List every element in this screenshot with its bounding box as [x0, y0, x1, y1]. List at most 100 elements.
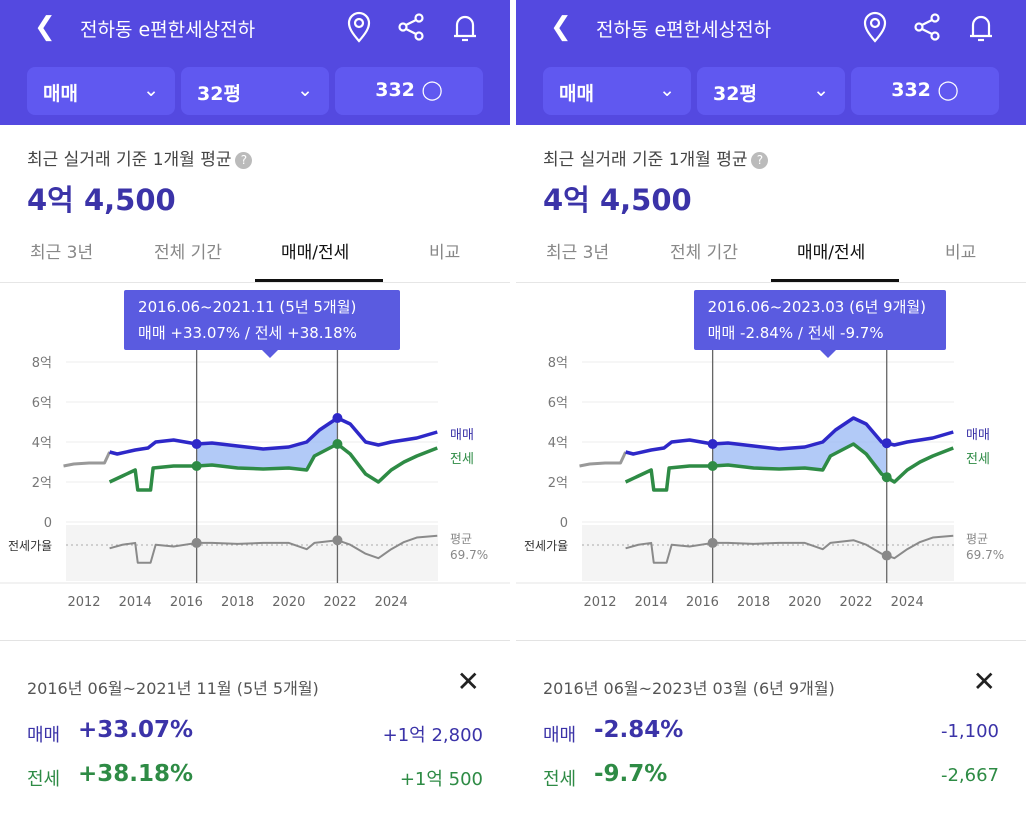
close-icon[interactable]: ✕ [972, 665, 996, 698]
price-chart[interactable]: 8억 6억 4억 2억 0 2012 2014 2016 2018 2020 2022 2024 전세가… [516, 283, 1026, 640]
x-tick-label: 2024 [891, 595, 924, 610]
sale-point [881, 438, 892, 449]
location-pin-icon[interactable] [342, 10, 376, 44]
ratio-band [66, 525, 438, 581]
comments-button[interactable]: 332 ◯ [335, 67, 483, 115]
jeonse-line [108, 442, 438, 492]
jeonse-point [881, 472, 892, 483]
average-value: 69.7% [450, 548, 488, 562]
tab-sale-jeonse[interactable]: 매매/전세 [797, 243, 866, 263]
range-tooltip: 2016.06~2021.11 (5년 5개월) 매매 +33.07% / 전세 … [124, 290, 401, 358]
sale-change-amount: -1,100 [940, 721, 999, 742]
tab-recent-3y[interactable]: 최근 3년 [30, 243, 94, 263]
sale-point [707, 439, 718, 449]
price-basis-text: 최근 실거래 기준 1개월 평균 [543, 150, 748, 170]
average-label: 평균 [966, 532, 988, 546]
x-tick-label: 2014 [635, 595, 668, 610]
jeonse-change-amount: -2,667 [940, 765, 999, 786]
bell-icon[interactable] [964, 10, 998, 44]
jeonse-point [191, 461, 202, 471]
comments-button[interactable]: 332 ◯ [851, 67, 999, 115]
tab-all-period[interactable]: 전체 기간 [670, 243, 738, 263]
legend-jeonse: 전세 [450, 452, 474, 467]
y-tick-label: 2억 [548, 476, 568, 491]
average-label: 평균 [450, 532, 472, 546]
y-tick-label: 0 [44, 516, 52, 531]
comment-count: 332 [375, 79, 415, 101]
sale-label: 매매 [27, 725, 61, 746]
chart-panel-left: ❮ 전하동 e편한세상전하 매매 ⌄ 32평 ⌄ 332 ◯ 최근 실거래 기준 1… [0, 0, 510, 824]
x-tick-label: 2012 [583, 595, 616, 610]
page-title: 전하동 e편한세상전하 [80, 19, 256, 41]
help-icon[interactable]: ? [751, 152, 769, 169]
legend-jeonse: 전세 [966, 452, 990, 467]
x-tick-label: 2020 [272, 595, 305, 610]
tab-sale-jeonse[interactable]: 매매/전세 [281, 243, 350, 263]
legend-sale: 매매 [966, 428, 990, 443]
price-basis-text: 최근 실거래 기준 1개월 평균 [27, 150, 232, 170]
y-tick-label: 2억 [32, 476, 52, 491]
range-summary-sheet: 2016년 06월~2023년 03월 (6년 9개월) ✕ 매매 -2.84%… [516, 640, 1026, 824]
pre-sale-line [63, 451, 111, 468]
size-value: 32평 [197, 83, 241, 105]
average-value: 69.7% [966, 548, 1004, 562]
average-price: 4억 4,500 [27, 183, 176, 217]
comment-icon: ◯ [937, 79, 959, 101]
x-tick-label: 2022 [323, 595, 356, 610]
share-icon[interactable] [394, 10, 428, 44]
range-tooltip: 2016.06~2023.03 (6년 9개월) 매매 -2.84% / 전세 -… [693, 290, 946, 358]
price-basis-label: 최근 실거래 기준 1개월 평균? [27, 145, 253, 170]
tooltip-change: 매매 +33.07% / 전세 +38.18% [138, 324, 357, 342]
tooltip-range: 2016.06~2023.03 (6년 9개월) [707, 298, 927, 316]
comment-count: 332 [891, 79, 931, 101]
comment-icon: ◯ [421, 79, 443, 101]
chart-panel-right: ❮ 전하동 e편한세상전하 매매 ⌄ 32평 ⌄ 332 ◯ 최근 실거래 기준 1… [516, 0, 1026, 824]
sale-label: 매매 [543, 725, 577, 746]
app-header: ❮ 전하동 e편한세상전하 매매 ⌄ 32평 ⌄ 332 ◯ [0, 0, 510, 125]
y-tick-label: 8억 [32, 356, 52, 371]
sale-point [332, 413, 343, 423]
tab-recent-3y[interactable]: 최근 3년 [546, 243, 610, 263]
location-pin-icon[interactable] [858, 10, 892, 44]
price-chart[interactable]: 8억 6억 4억 2억 0 2012 2014 2016 2018 2020 2022 2024 전세가… [0, 283, 510, 640]
price-basis-label: 최근 실거래 기준 1개월 평균? [543, 145, 769, 170]
divider [516, 282, 1026, 283]
jeonse-label: 전세 [543, 769, 577, 790]
size-dropdown[interactable]: 32평 ⌄ [181, 67, 329, 115]
summary-range: 2016년 06월~2023년 03월 (6년 9개월) [543, 679, 835, 698]
deal-type-dropdown[interactable]: 매매 ⌄ [543, 67, 691, 115]
jeonse-change-pct: -9.7% [594, 761, 668, 787]
average-price: 4억 4,500 [543, 183, 692, 217]
page-title: 전하동 e편한세상전하 [596, 19, 772, 41]
close-icon[interactable]: ✕ [456, 665, 480, 698]
ratio-point [881, 550, 892, 561]
ratio-label: 전세가율 [8, 539, 52, 553]
x-tick-label: 2024 [375, 595, 408, 610]
sale-change-amount: +1억 2,800 [382, 725, 483, 746]
summary-range: 2016년 06월~2021년 11월 (5년 5개월) [27, 679, 319, 698]
x-tick-label: 2018 [221, 595, 254, 610]
share-icon[interactable] [910, 10, 944, 44]
tab-all-period[interactable]: 전체 기간 [154, 243, 222, 263]
size-dropdown[interactable]: 32평 ⌄ [697, 67, 845, 115]
ratio-line [109, 534, 438, 564]
back-icon[interactable]: ❮ [550, 12, 572, 42]
bell-icon[interactable] [448, 10, 482, 44]
tab-compare[interactable]: 비교 [429, 243, 461, 263]
help-icon[interactable]: ? [235, 152, 253, 169]
ratio-point [707, 537, 718, 548]
tab-compare[interactable]: 비교 [945, 243, 977, 263]
range-summary-sheet: 2016년 06월~2021년 11월 (5년 5개월) ✕ 매매 +33.07… [0, 640, 510, 824]
deal-type-dropdown[interactable]: 매매 ⌄ [27, 67, 175, 115]
pre-sale-line [579, 451, 627, 468]
sale-line [109, 416, 438, 456]
chevron-down-icon: ⌄ [659, 79, 675, 101]
ratio-band [582, 525, 954, 581]
active-tab-indicator [771, 279, 899, 282]
back-icon[interactable]: ❮ [34, 12, 56, 42]
ratio-line [625, 534, 954, 564]
sale-line [625, 416, 954, 456]
y-tick-label: 4억 [548, 436, 568, 451]
sale-change-pct: +33.07% [78, 717, 194, 743]
tooltip-range: 2016.06~2021.11 (5년 5개월) [138, 298, 357, 316]
